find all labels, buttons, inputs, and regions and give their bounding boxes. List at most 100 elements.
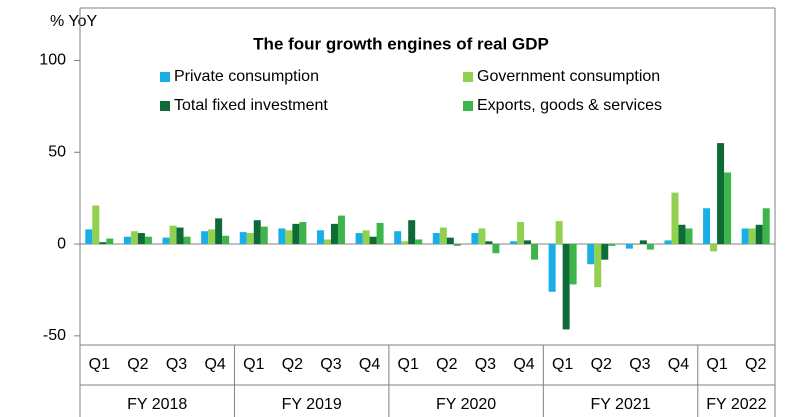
bar (215, 218, 223, 245)
bar (299, 222, 307, 245)
bar (162, 237, 170, 245)
legend-label: Exports, goods & services (477, 97, 662, 114)
legend-key (463, 72, 473, 82)
x-tick-label: Q4 (668, 356, 689, 373)
group-label: FY 2020 (436, 396, 496, 413)
legend-key (463, 101, 473, 111)
bar (664, 240, 672, 245)
x-tick-label: Q1 (398, 356, 419, 373)
bar (222, 235, 230, 245)
bar (208, 229, 216, 245)
y-tick-label: 50 (48, 143, 66, 160)
legend-key (160, 101, 170, 111)
legend-label: Private consumption (174, 68, 319, 85)
bar (246, 233, 254, 245)
bar (453, 244, 461, 246)
bar (394, 231, 402, 245)
x-tick-label: Q4 (204, 356, 225, 373)
x-tick-label: Q3 (475, 356, 496, 373)
x-tick-label: Q3 (629, 356, 650, 373)
x-tick-label: Q4 (359, 356, 380, 373)
x-tick-label: Q1 (89, 356, 110, 373)
bar (555, 221, 563, 245)
bar (99, 242, 107, 245)
bar (355, 233, 363, 245)
bar (710, 244, 718, 252)
bar (85, 229, 93, 245)
legend-label: Government consumption (477, 68, 660, 85)
bar (517, 222, 525, 245)
bar (524, 240, 532, 245)
bar (401, 241, 409, 245)
bar (703, 208, 711, 245)
bar (278, 228, 286, 245)
x-tick-label: Q2 (127, 356, 148, 373)
x-tick-label: Q2 (745, 356, 766, 373)
bar (485, 241, 493, 245)
bar (678, 224, 686, 245)
bar (337, 215, 345, 245)
bar (432, 233, 440, 245)
bar (144, 236, 152, 245)
bar (569, 244, 577, 285)
bar (239, 232, 247, 245)
bar (755, 224, 763, 245)
x-tick-label: Q2 (282, 356, 303, 373)
y-tick-label: 0 (57, 235, 66, 252)
bar (562, 244, 570, 330)
group-label: FY 2022 (706, 396, 766, 413)
x-tick-label: Q2 (436, 356, 457, 373)
bar (748, 228, 756, 245)
bar (137, 233, 145, 245)
group-label: FY 2019 (282, 396, 342, 413)
bar (92, 205, 100, 245)
bar (762, 208, 770, 245)
bar (415, 239, 423, 245)
bar (106, 238, 114, 245)
bar (362, 230, 370, 245)
x-tick-label: Q4 (513, 356, 534, 373)
bar (169, 225, 177, 245)
legend-label: Total fixed investment (174, 97, 328, 114)
bar (625, 244, 633, 249)
chart-title: The four growth engines of real GDP (253, 34, 549, 53)
bar (717, 143, 725, 245)
bar (724, 172, 732, 245)
bar (639, 240, 647, 245)
x-tick-label: Q3 (320, 356, 341, 373)
bar (176, 227, 184, 245)
bar (253, 220, 261, 245)
x-tick-label: Q2 (591, 356, 612, 373)
bar (608, 244, 616, 246)
bar (183, 236, 191, 245)
bar (323, 239, 331, 245)
bar (510, 241, 518, 245)
bar (587, 244, 595, 265)
bar (123, 236, 131, 245)
y-tick-label: 100 (39, 52, 66, 69)
bar (685, 228, 693, 245)
bar (408, 220, 416, 245)
legend-key (160, 72, 170, 82)
bar (548, 244, 556, 292)
group-label: FY 2018 (127, 396, 187, 413)
bar (292, 223, 300, 245)
bar (492, 244, 500, 254)
bar (594, 244, 602, 288)
bar (330, 223, 338, 245)
bar (632, 244, 640, 245)
bar (446, 237, 454, 245)
bar (285, 230, 293, 245)
group-label: FY 2021 (590, 396, 650, 413)
bar (376, 222, 384, 245)
bar (439, 227, 447, 245)
bar (741, 228, 749, 245)
bar (646, 244, 654, 250)
y-axis-label: % YoY (50, 13, 97, 30)
x-tick-label: Q1 (552, 356, 573, 373)
y-tick-label: -50 (43, 327, 66, 344)
bar (130, 231, 138, 245)
bar (369, 236, 377, 245)
bar (260, 226, 268, 245)
